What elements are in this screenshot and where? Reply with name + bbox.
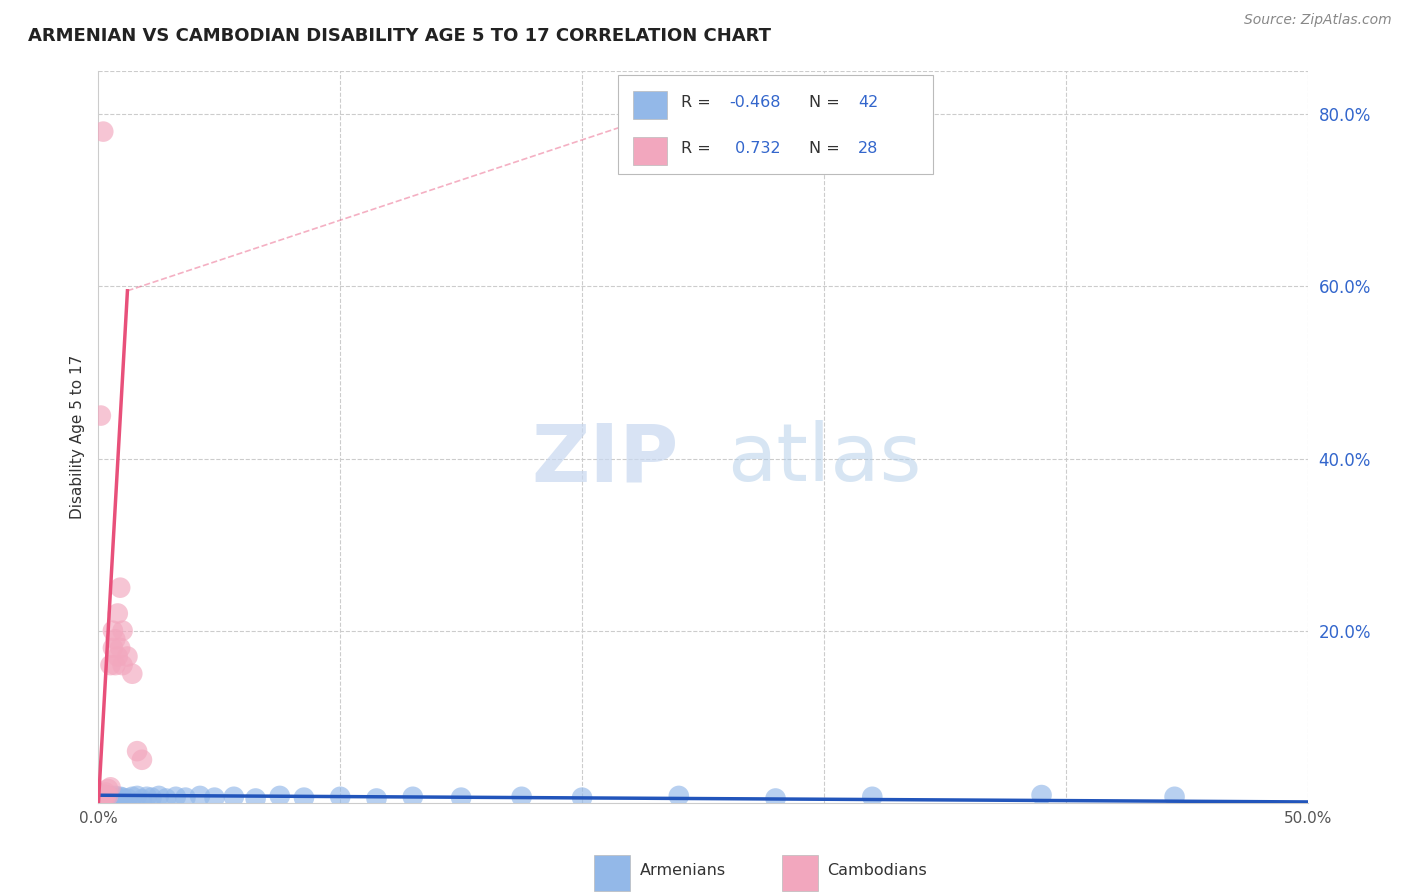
Point	[91, 789, 114, 803]
Point	[860, 789, 883, 804]
Point	[90, 409, 112, 423]
Point	[131, 753, 153, 767]
Text: atlas: atlas	[727, 420, 921, 498]
Point	[765, 791, 787, 805]
Point	[90, 791, 112, 805]
FancyBboxPatch shape	[633, 91, 666, 120]
Point	[108, 789, 131, 804]
Point	[174, 790, 197, 805]
Point	[97, 789, 120, 803]
FancyBboxPatch shape	[595, 855, 630, 890]
Point	[111, 790, 134, 805]
Text: 42: 42	[858, 95, 877, 111]
Text: R =: R =	[682, 141, 716, 156]
Point	[111, 624, 134, 638]
Point	[165, 789, 187, 804]
Point	[155, 791, 177, 805]
Point	[1163, 789, 1185, 804]
Point	[104, 791, 127, 805]
Point	[245, 791, 267, 805]
Point	[91, 787, 114, 801]
FancyBboxPatch shape	[619, 75, 932, 174]
Point	[107, 607, 129, 621]
Text: □: □	[595, 863, 616, 882]
Text: 0.732: 0.732	[730, 141, 780, 156]
Point	[91, 792, 114, 806]
Point	[91, 790, 114, 805]
Point	[91, 125, 114, 139]
Point	[204, 790, 226, 805]
Point	[366, 791, 388, 805]
Text: N =: N =	[810, 95, 845, 111]
Text: ZIP: ZIP	[531, 420, 679, 498]
Point	[450, 790, 472, 805]
Point	[108, 640, 131, 655]
Point	[101, 624, 124, 638]
Point	[107, 649, 129, 664]
Text: ARMENIAN VS CAMBODIAN DISABILITY AGE 5 TO 17 CORRELATION CHART: ARMENIAN VS CAMBODIAN DISABILITY AGE 5 T…	[28, 27, 770, 45]
Point	[188, 789, 211, 803]
Point	[117, 649, 139, 664]
Point	[101, 640, 124, 655]
Point	[107, 792, 129, 806]
Point	[90, 789, 112, 803]
Point	[94, 788, 117, 802]
FancyBboxPatch shape	[633, 136, 666, 165]
Point	[668, 789, 690, 803]
Point	[111, 658, 134, 673]
Point	[104, 789, 127, 803]
Point	[101, 790, 124, 805]
Y-axis label: Disability Age 5 to 17: Disability Age 5 to 17	[69, 355, 84, 519]
Point	[127, 789, 149, 803]
Text: Armenians: Armenians	[640, 863, 727, 879]
Point	[292, 790, 315, 805]
Point	[135, 789, 157, 804]
Point	[108, 581, 131, 595]
Text: 28: 28	[858, 141, 879, 156]
Text: N =: N =	[810, 141, 845, 156]
Text: Cambodians: Cambodians	[828, 863, 928, 879]
Point	[571, 790, 593, 805]
Point	[121, 666, 143, 681]
Point	[141, 790, 163, 805]
Point	[131, 792, 153, 806]
Point	[94, 789, 117, 804]
Point	[94, 791, 117, 805]
Point	[269, 789, 291, 803]
Point	[222, 789, 245, 804]
Point	[1031, 788, 1053, 802]
Point	[94, 789, 117, 804]
Text: Source: ZipAtlas.com: Source: ZipAtlas.com	[1244, 13, 1392, 28]
Point	[104, 632, 127, 647]
Point	[104, 658, 127, 673]
Point	[97, 782, 120, 797]
Point	[100, 789, 122, 804]
FancyBboxPatch shape	[782, 855, 818, 890]
Point	[100, 658, 122, 673]
Point	[402, 789, 425, 804]
Point	[94, 785, 117, 799]
Point	[100, 793, 122, 807]
Point	[97, 792, 120, 806]
Text: -0.468: -0.468	[730, 95, 782, 111]
Text: R =: R =	[682, 95, 716, 111]
Point	[90, 789, 112, 804]
Point	[100, 780, 122, 795]
Point	[97, 789, 120, 803]
Point	[117, 791, 139, 805]
Point	[510, 789, 533, 804]
Point	[121, 789, 143, 804]
Point	[91, 790, 114, 805]
Point	[148, 789, 170, 803]
Point	[329, 789, 352, 804]
Point	[127, 744, 149, 758]
